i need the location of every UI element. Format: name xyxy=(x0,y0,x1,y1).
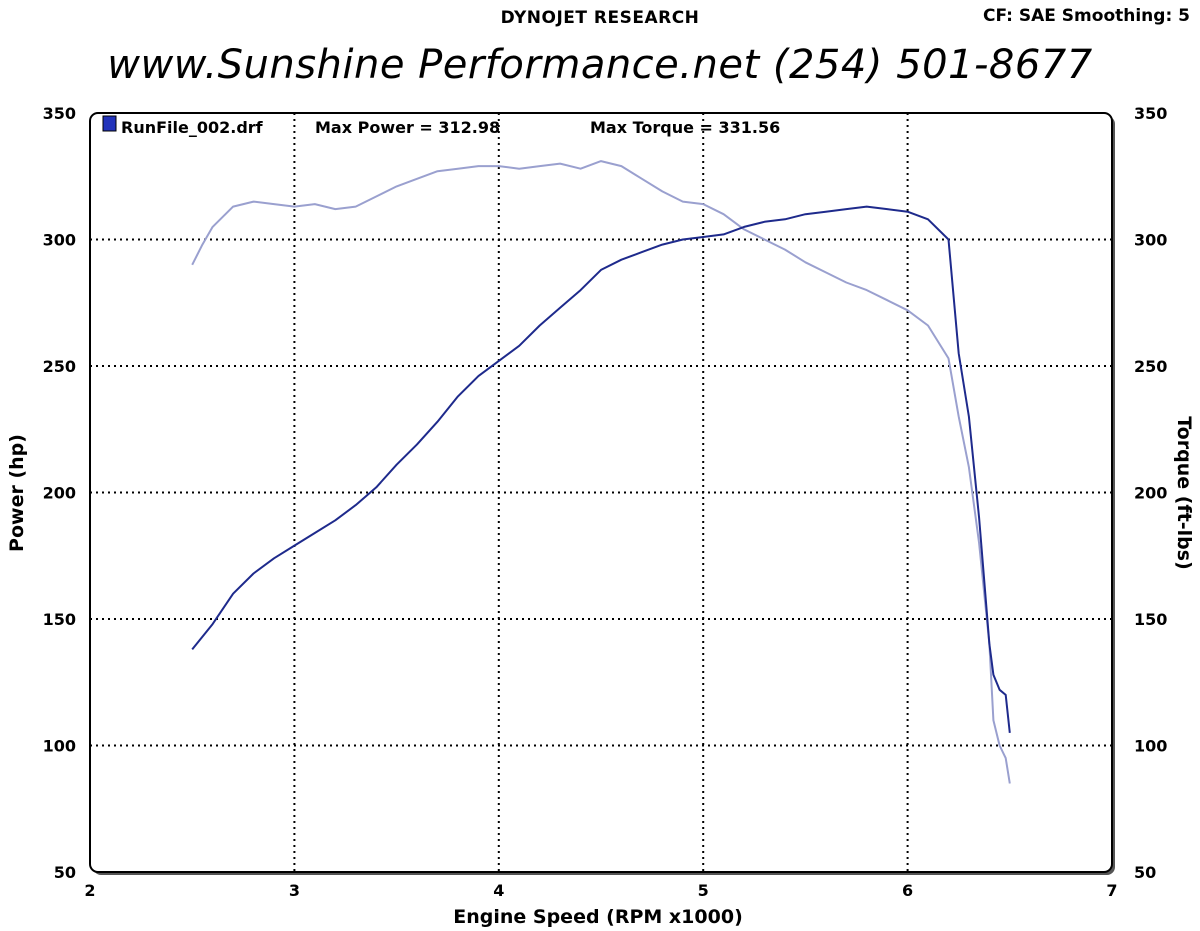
y-left-tick-labels: 50 100 150 200 250 300 350 xyxy=(43,104,76,882)
torque-series-line xyxy=(191,160,1011,784)
grid-lines xyxy=(90,113,1112,872)
x-tick-label: 5 xyxy=(698,881,709,900)
legend-max-power: Max Power = 312.98 xyxy=(315,118,500,137)
power-series-line xyxy=(191,205,1011,734)
y-right-tick-label: 300 xyxy=(1134,231,1167,250)
y-right-tick-label: 200 xyxy=(1134,484,1167,503)
legend-max-torque: Max Torque = 331.56 xyxy=(590,118,780,137)
y-left-tick-label: 300 xyxy=(43,231,76,250)
y-left-tick-label: 250 xyxy=(43,357,76,376)
x-tick-labels: 2 3 4 5 6 7 xyxy=(84,881,1117,900)
y-right-tick-label: 350 xyxy=(1134,104,1167,123)
legend-swatch xyxy=(102,115,117,132)
x-axis-label: Engine Speed (RPM x1000) xyxy=(453,906,743,928)
chart-header-settings: CF: SAE Smoothing: 5 xyxy=(983,6,1190,26)
y-left-tick-label: 350 xyxy=(43,104,76,123)
website-banner: www.Sunshine Performance.net (254) 501-8… xyxy=(107,42,1093,88)
y-left-tick-label: 100 xyxy=(43,737,76,756)
y-right-tick-label: 250 xyxy=(1134,357,1167,376)
x-tick-label: 3 xyxy=(289,881,300,900)
y-right-tick-label: 100 xyxy=(1134,737,1167,756)
y-left-axis-label: Power (hp) xyxy=(6,434,28,552)
x-tick-label: 6 xyxy=(902,881,913,900)
y-right-tick-label: 50 xyxy=(1134,863,1156,882)
series-lines xyxy=(191,160,1011,784)
y-right-axis-label: Torque (ft-lbs) xyxy=(1173,416,1195,570)
y-left-tick-label: 150 xyxy=(43,610,76,629)
y-right-tick-labels: 50 100 150 200 250 300 350 xyxy=(1134,104,1167,882)
legend-file-name: RunFile_002.drf xyxy=(121,118,264,137)
x-tick-label: 4 xyxy=(493,881,504,900)
y-left-tick-label: 200 xyxy=(43,484,76,503)
y-right-tick-label: 150 xyxy=(1134,610,1167,629)
chart-header-title: DYNOJET RESEARCH xyxy=(500,8,700,28)
x-tick-label: 2 xyxy=(84,881,95,900)
plot-frame xyxy=(89,112,1115,875)
x-tick-label: 7 xyxy=(1106,881,1117,900)
y-left-tick-label: 50 xyxy=(54,863,76,882)
